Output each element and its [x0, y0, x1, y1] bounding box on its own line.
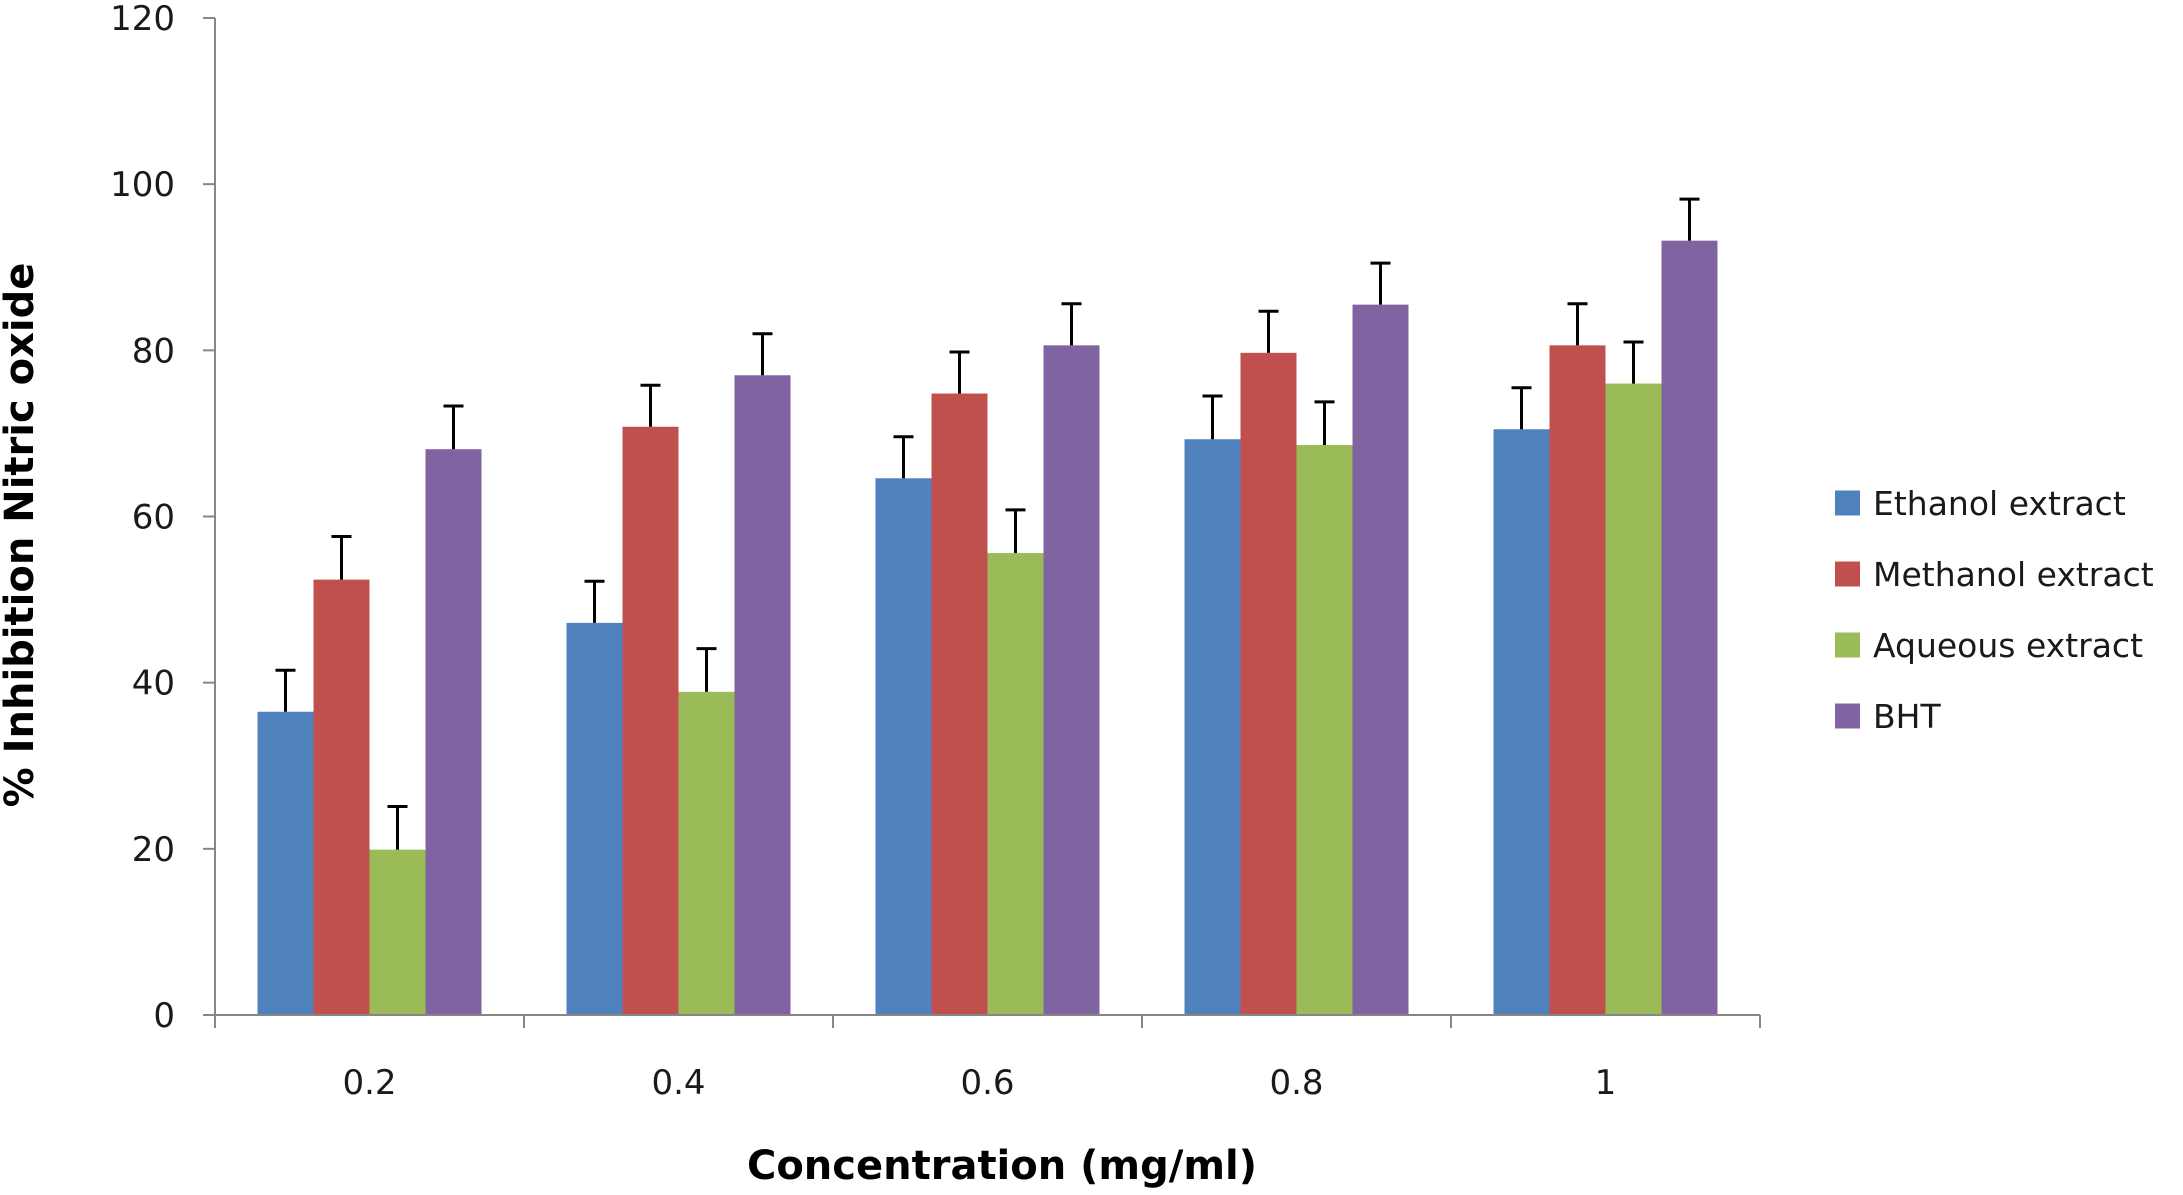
- axes-layer: [203, 17, 1761, 1028]
- legend-swatch: [1835, 490, 1860, 516]
- bar: [622, 426, 679, 1015]
- legend-swatch: [1835, 632, 1860, 658]
- bar: [1605, 383, 1662, 1016]
- bar: [1352, 304, 1409, 1015]
- y-tick-label: 40: [132, 664, 175, 704]
- x-tick-label: 1: [1595, 1063, 1617, 1103]
- x-tick-label: 0.4: [651, 1063, 705, 1103]
- legend-label: Methanol extract: [1873, 555, 2154, 594]
- bar: [931, 393, 988, 1016]
- error-bars-layer: [275, 197, 1700, 850]
- legend-label: Ethanol extract: [1873, 484, 2126, 523]
- y-axis-title: % Inhibition Nitric oxide: [0, 263, 43, 808]
- bars-layer: [257, 240, 1718, 1016]
- bar: [1240, 352, 1297, 1016]
- bar: [257, 711, 314, 1015]
- bar: [313, 579, 370, 1015]
- legend-label: BHT: [1873, 697, 1941, 736]
- legend-swatch: [1835, 703, 1860, 729]
- bar: [369, 849, 426, 1015]
- y-tick-label: 20: [132, 830, 175, 870]
- x-axis-title: Concentration (mg/ml): [747, 1143, 1257, 1189]
- bar: [987, 553, 1044, 1015]
- bar: [425, 449, 482, 1015]
- bar: [566, 622, 623, 1015]
- legend-label: Aqueous extract: [1873, 626, 2143, 665]
- bar: [734, 375, 791, 1016]
- bar: [1549, 345, 1606, 1015]
- tick-labels-layer: 0 20 40 60 80 100 120 0.2 0.4 0.6 0.8 1: [110, 0, 1616, 1103]
- y-tick-label: 0: [153, 996, 175, 1036]
- bar: [1661, 240, 1718, 1015]
- x-tick-label: 0.2: [342, 1063, 396, 1103]
- bar: [678, 691, 735, 1015]
- y-tick-label: 60: [132, 498, 175, 538]
- y-tick-label: 80: [132, 331, 175, 371]
- x-tick-label: 0.6: [960, 1063, 1014, 1103]
- y-tick-label: 100: [110, 165, 175, 205]
- legend-swatch: [1835, 561, 1860, 587]
- x-tick-label: 0.8: [1269, 1063, 1323, 1103]
- legend: Ethanol extract Methanol extract Aqueous e…: [1835, 484, 2154, 736]
- bar: [1043, 345, 1100, 1015]
- bar: [1296, 445, 1353, 1015]
- bar: [1493, 429, 1550, 1015]
- bar: [875, 478, 932, 1015]
- bar: [1184, 439, 1241, 1015]
- y-tick-label: 120: [110, 0, 175, 39]
